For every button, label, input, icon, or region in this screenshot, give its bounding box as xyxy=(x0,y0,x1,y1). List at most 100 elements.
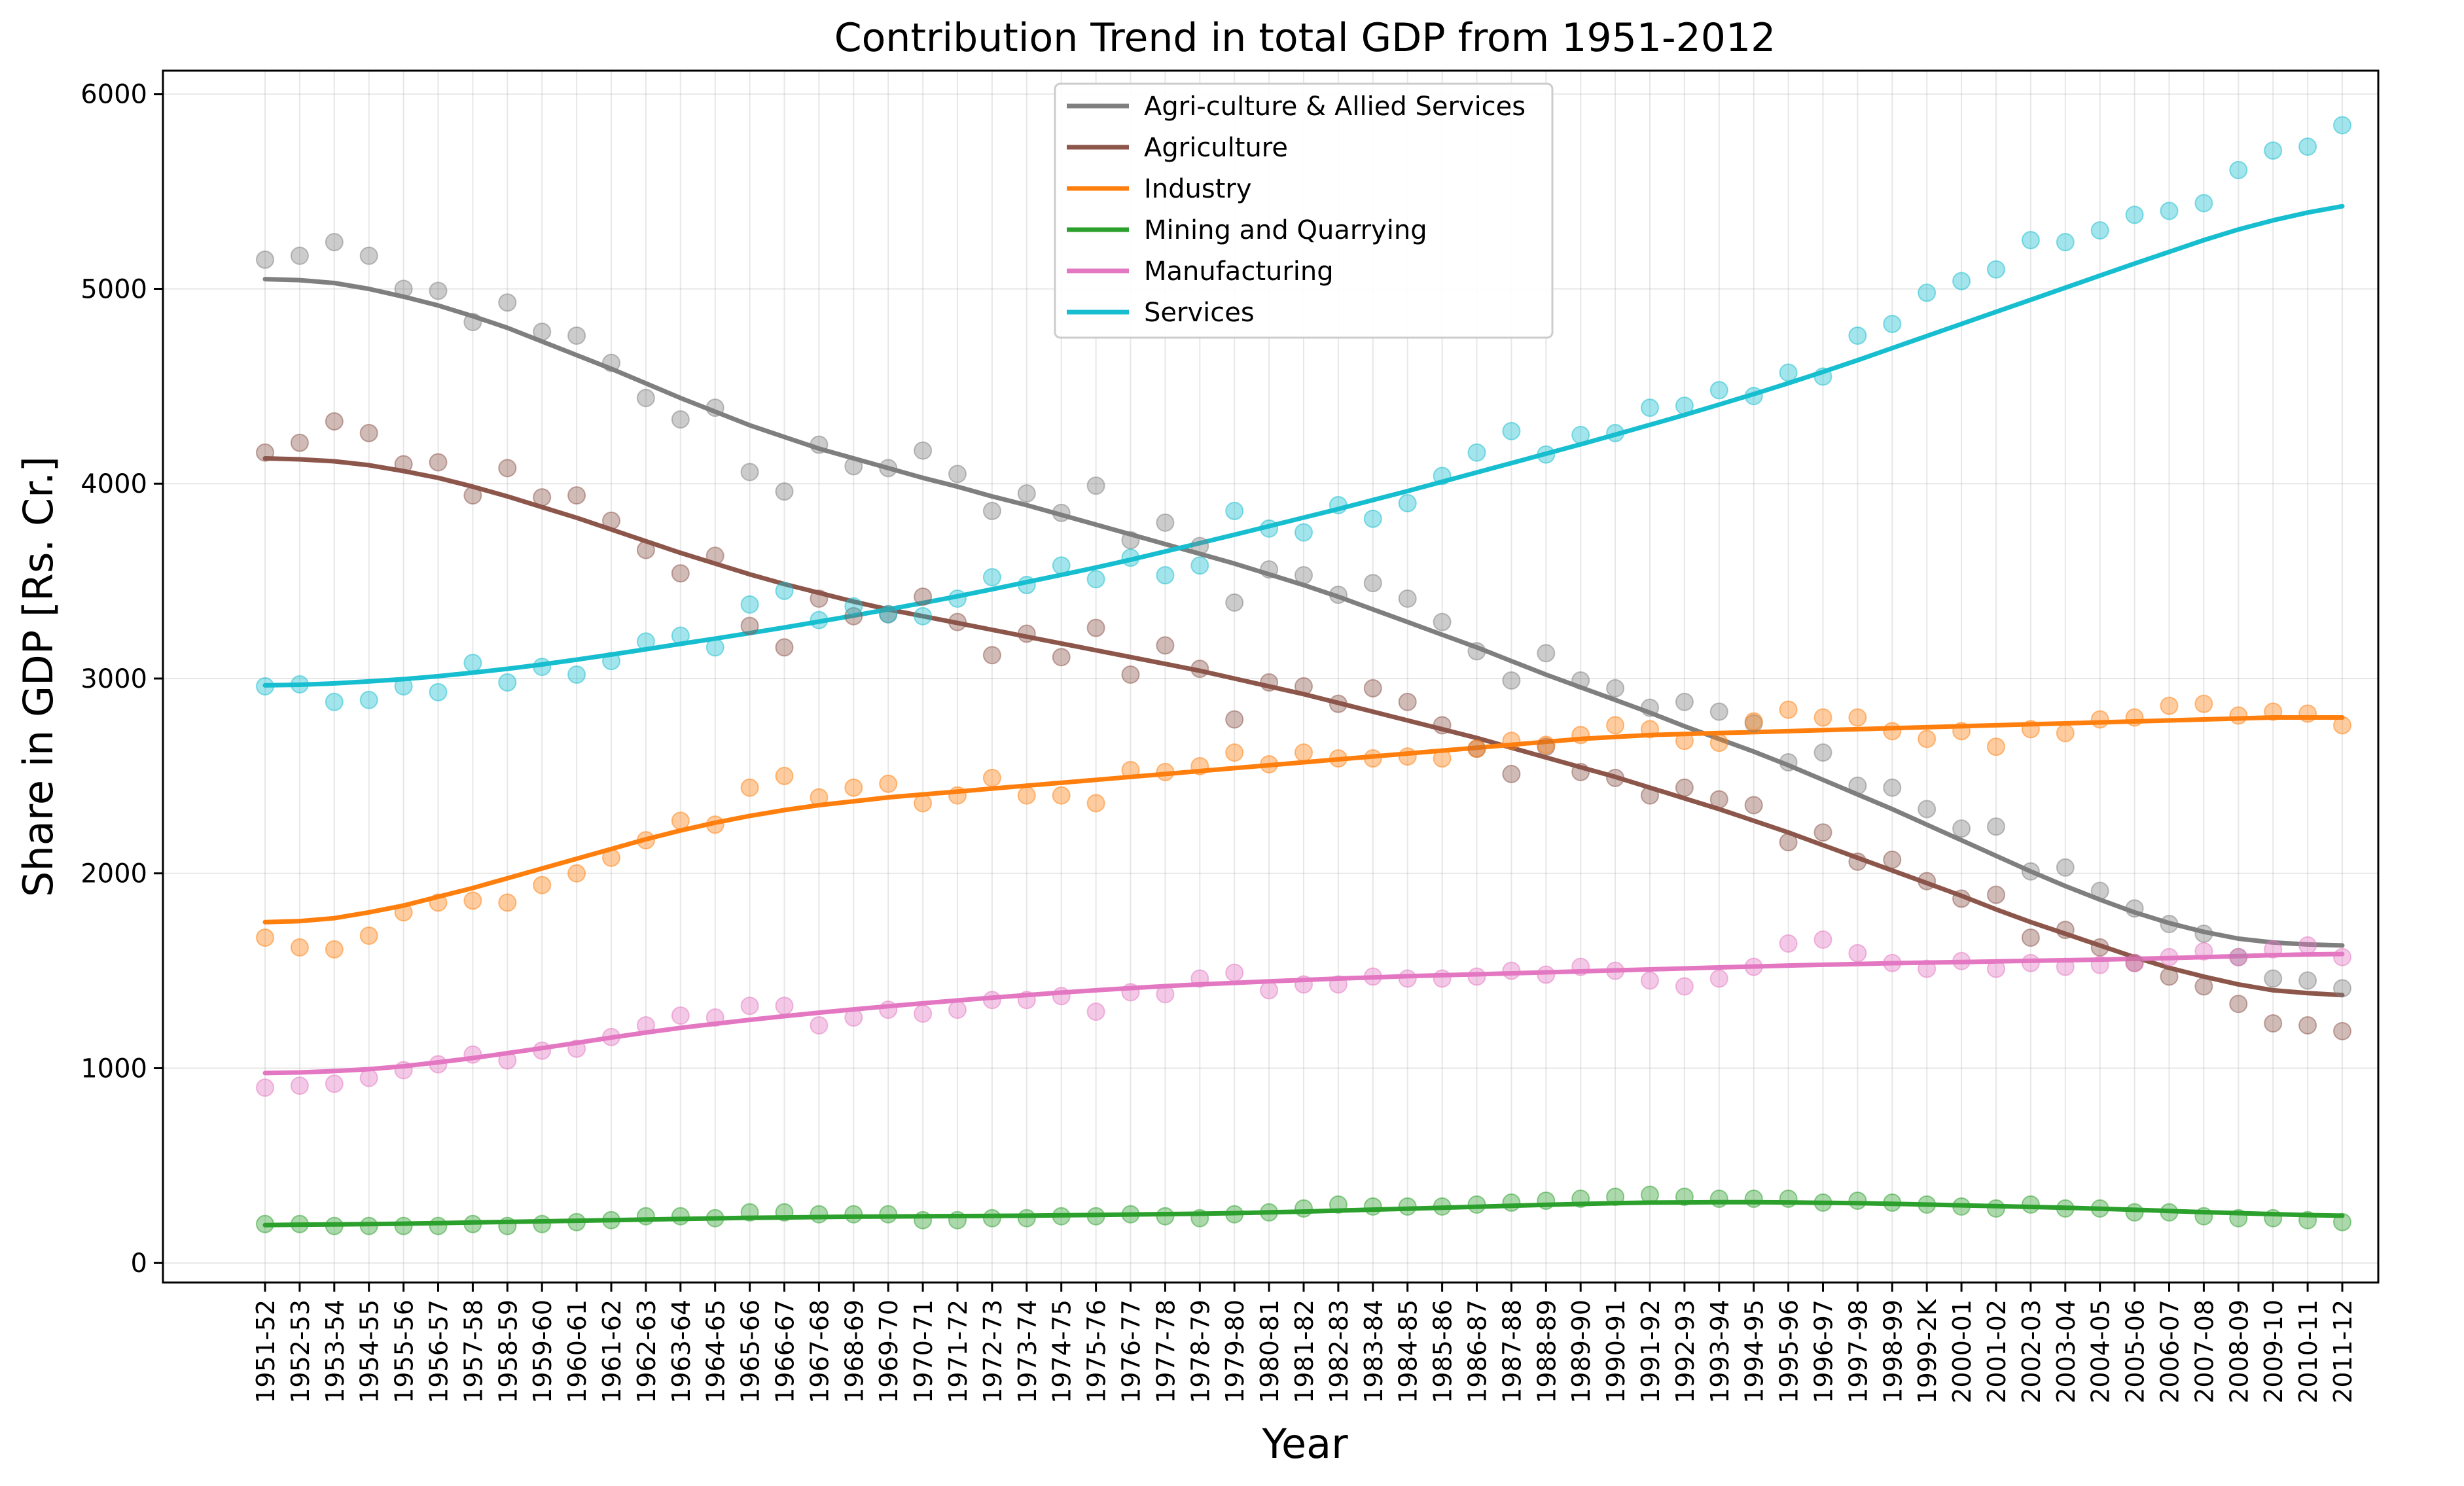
data-point xyxy=(2021,720,2040,739)
data-point xyxy=(1918,872,1937,891)
data-point xyxy=(2056,957,2075,976)
data-point xyxy=(498,1051,517,1070)
data-point xyxy=(1779,1189,1798,1208)
data-point xyxy=(2125,1203,2144,1222)
data-point xyxy=(1398,1197,1417,1216)
data-point xyxy=(359,246,378,265)
data-point xyxy=(1398,969,1417,988)
data-point xyxy=(775,482,794,501)
data-point xyxy=(2333,1212,2351,1231)
data-point xyxy=(290,938,309,957)
data-point xyxy=(671,410,690,429)
trend-line-5 xyxy=(262,203,2345,688)
data-point xyxy=(1121,665,1140,684)
data-point xyxy=(2229,995,2248,1014)
data-point xyxy=(256,250,274,269)
data-point xyxy=(1433,612,1452,631)
data-point xyxy=(1918,283,1937,302)
x-tick-label: 1979-80 xyxy=(1221,1300,1249,1404)
data-point xyxy=(879,1205,898,1224)
data-point xyxy=(1571,1189,1590,1208)
data-point xyxy=(671,1207,690,1226)
data-point xyxy=(567,864,586,883)
x-tick-label: 1994-95 xyxy=(1740,1300,1769,1404)
data-point xyxy=(1433,969,1452,988)
data-point xyxy=(1398,692,1417,711)
data-point xyxy=(2021,231,2040,250)
data-point xyxy=(844,457,863,476)
data-point xyxy=(533,1214,552,1233)
data-point xyxy=(1502,1193,1521,1212)
data-points xyxy=(256,116,2351,1235)
data-point xyxy=(256,1078,274,1097)
data-point xyxy=(2264,141,2283,160)
data-point xyxy=(1675,397,1694,416)
data-point xyxy=(325,233,344,252)
data-point xyxy=(1779,934,1798,953)
data-point xyxy=(1052,786,1071,805)
data-point xyxy=(1709,969,1728,988)
data-point xyxy=(325,412,344,431)
data-point xyxy=(498,673,517,692)
data-point xyxy=(1952,889,1971,908)
data-point xyxy=(1571,726,1590,745)
data-point xyxy=(636,389,655,408)
legend-box xyxy=(1054,82,1554,339)
data-point xyxy=(1641,971,1659,990)
data-point xyxy=(1987,1199,2005,1218)
data-point xyxy=(602,1211,620,1229)
data-point xyxy=(1121,760,1140,779)
data-point xyxy=(775,638,794,657)
data-point xyxy=(740,616,759,635)
x-tick-label: 1969-70 xyxy=(874,1300,903,1404)
data-point xyxy=(1779,833,1798,852)
data-point xyxy=(914,794,933,813)
data-point xyxy=(740,1203,759,1222)
data-point xyxy=(740,997,759,1016)
data-point xyxy=(1433,1197,1452,1216)
data-point xyxy=(290,1076,309,1095)
data-point xyxy=(982,568,1001,587)
data-point xyxy=(1190,660,1209,679)
data-point xyxy=(394,279,413,298)
data-point xyxy=(1675,692,1694,711)
x-tick-label: 1965-66 xyxy=(736,1300,765,1404)
data-point xyxy=(394,455,413,474)
data-point xyxy=(394,903,413,922)
x-tick-label: 1984-85 xyxy=(1394,1300,1423,1404)
x-tick-label: 1951-52 xyxy=(251,1300,280,1404)
legend-label-3: Mining and Quarrying xyxy=(1144,215,1427,245)
data-point xyxy=(775,1203,794,1222)
data-point xyxy=(705,1209,724,1228)
data-point xyxy=(1606,1187,1625,1206)
data-point xyxy=(982,1209,1001,1228)
data-point xyxy=(775,997,794,1016)
data-point xyxy=(256,1214,274,1233)
data-point xyxy=(1329,495,1348,514)
data-point xyxy=(879,605,898,624)
x-tick-label: 1999-2K xyxy=(1913,1299,1942,1404)
data-point xyxy=(1294,523,1313,542)
data-point xyxy=(1052,503,1071,522)
data-point xyxy=(394,1061,413,1080)
data-point xyxy=(1537,1191,1556,1210)
data-point xyxy=(1294,1199,1313,1218)
data-point xyxy=(2298,704,2317,723)
data-point xyxy=(2194,977,2213,996)
data-point xyxy=(256,677,274,696)
data-point xyxy=(671,1006,690,1025)
data-point xyxy=(463,313,482,332)
data-point xyxy=(810,1205,829,1224)
x-tick-label: 1985-86 xyxy=(1429,1300,1457,1404)
data-point xyxy=(256,443,274,462)
data-point xyxy=(2021,953,2040,972)
data-point xyxy=(1571,957,1590,976)
data-point xyxy=(1225,593,1244,612)
data-point xyxy=(844,607,863,626)
x-tick-label: 1987-88 xyxy=(1497,1300,1526,1404)
data-point xyxy=(1675,732,1694,751)
data-point xyxy=(2298,1016,2317,1035)
legend-label-2: Industry xyxy=(1144,174,1252,204)
x-tick-label: 1996-97 xyxy=(1810,1300,1838,1404)
data-point xyxy=(1848,944,1867,963)
